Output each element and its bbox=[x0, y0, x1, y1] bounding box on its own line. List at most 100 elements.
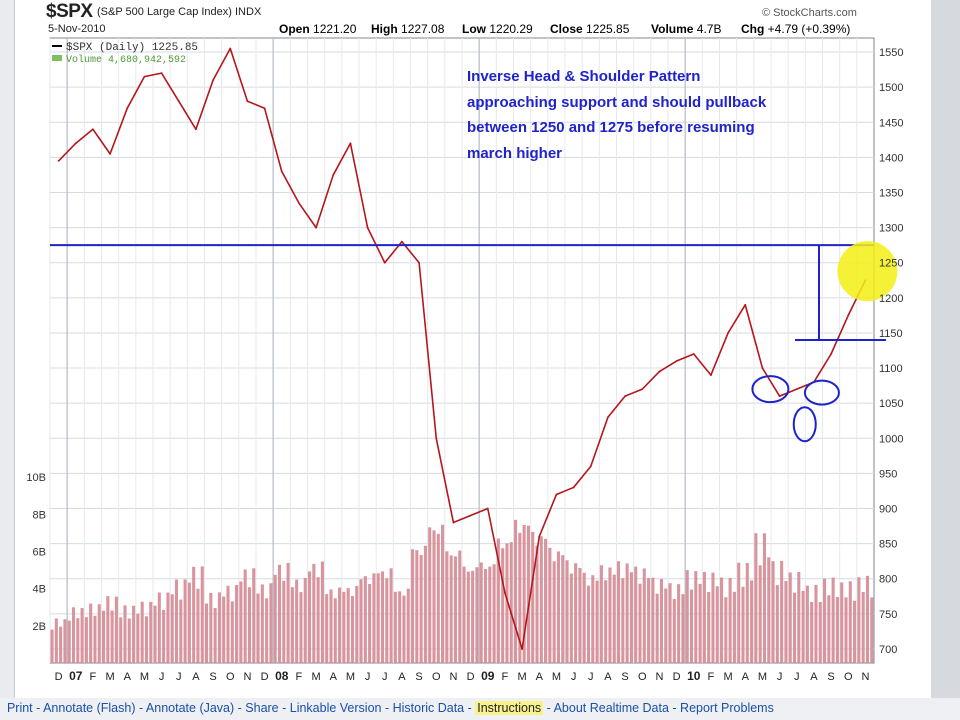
volume-bar bbox=[522, 524, 526, 663]
x-tick-label: A bbox=[124, 671, 132, 683]
pattern-annotation: Inverse Head & Shoulder Pattern approach… bbox=[467, 64, 847, 166]
x-tick-label: 07 bbox=[69, 669, 83, 683]
x-tick-label: A bbox=[536, 671, 544, 683]
volume-bar bbox=[312, 563, 316, 663]
volume-bar bbox=[179, 599, 183, 663]
price-point bbox=[607, 416, 609, 419]
footer-link[interactable]: Share bbox=[245, 701, 279, 715]
y-tick-label: 1300 bbox=[879, 223, 903, 235]
x-tick-label: D bbox=[261, 671, 269, 683]
volume-bars bbox=[50, 519, 874, 663]
price-point bbox=[418, 261, 420, 264]
volume-bar bbox=[685, 570, 689, 663]
footer-separator: - bbox=[464, 701, 476, 715]
target-highlight bbox=[837, 241, 898, 302]
footer-link[interactable]: Instructions bbox=[475, 701, 544, 715]
volume-bar bbox=[239, 581, 243, 663]
footer-link[interactable]: Historic Data bbox=[392, 701, 465, 715]
volume-bar bbox=[63, 619, 67, 663]
footer-link[interactable]: Print bbox=[6, 701, 33, 715]
volume-bar bbox=[342, 591, 346, 663]
volume-bar bbox=[402, 595, 406, 663]
volume-bar bbox=[376, 573, 380, 663]
footer-link[interactable]: Linkable Version bbox=[289, 701, 382, 715]
volume-bar bbox=[320, 561, 324, 663]
price-point bbox=[280, 170, 283, 173]
price-point bbox=[555, 493, 558, 496]
footer-link[interactable]: Annotate (Flash) bbox=[43, 701, 136, 715]
volume-bar bbox=[762, 533, 767, 663]
volume-bar bbox=[501, 548, 505, 663]
x-tick-label: A bbox=[330, 671, 338, 683]
volume-bar bbox=[419, 554, 423, 663]
volume-bar bbox=[97, 604, 101, 663]
price-point bbox=[658, 370, 661, 373]
volume-bar bbox=[526, 525, 530, 663]
volume-bar bbox=[767, 557, 771, 663]
volume-bar bbox=[707, 591, 711, 663]
volume-bar bbox=[458, 550, 462, 663]
price-line bbox=[58, 47, 867, 650]
chart-axes: 1550 1500 1450 1400 1350 1300 1250 1200 1150 1100… bbox=[26, 47, 903, 683]
volume-bar bbox=[273, 574, 277, 663]
volume-bar bbox=[840, 582, 844, 663]
footer-link[interactable]: Annotate (Java) bbox=[145, 701, 235, 715]
price-point bbox=[641, 388, 644, 391]
volume-bar bbox=[363, 576, 367, 663]
annotation-line-4: march higher bbox=[467, 144, 563, 162]
volume-bar bbox=[471, 570, 475, 663]
volume-bar bbox=[359, 579, 363, 663]
volume-bar bbox=[823, 578, 827, 663]
volume-bar bbox=[642, 568, 646, 663]
volume-legend-swatch bbox=[52, 55, 62, 61]
price-point bbox=[126, 107, 129, 110]
volume-bar bbox=[325, 594, 329, 663]
volume-bar bbox=[848, 581, 852, 663]
volume-bar bbox=[329, 589, 333, 663]
volume-bar bbox=[303, 577, 307, 663]
price-point bbox=[92, 128, 94, 131]
volume-bar bbox=[835, 597, 839, 663]
volume-bar bbox=[780, 560, 784, 663]
volume-bar bbox=[235, 584, 239, 663]
price-point bbox=[452, 521, 455, 524]
volume-bar bbox=[509, 542, 513, 663]
chart-date: 5-Nov-2010 bbox=[48, 23, 106, 35]
price-point bbox=[624, 395, 626, 398]
x-tick-label: S bbox=[415, 671, 422, 683]
volume-bar bbox=[595, 580, 599, 663]
chart-grid bbox=[49, 37, 875, 664]
volume-bar bbox=[831, 577, 835, 663]
volume-bar bbox=[720, 577, 724, 663]
symbol-title: $SPX bbox=[46, 1, 93, 22]
volume-bar bbox=[599, 565, 603, 663]
price-point bbox=[263, 107, 266, 110]
volume-bar bbox=[518, 532, 522, 663]
volume-bar bbox=[689, 589, 694, 663]
x-tick-label: O bbox=[432, 671, 441, 683]
volume-bar bbox=[205, 603, 209, 663]
annotation-line-1: Inverse Head & Shoulder Pattern bbox=[467, 68, 701, 85]
volume-bar bbox=[483, 568, 488, 663]
volume-bar bbox=[492, 564, 496, 663]
x-tick-label: J bbox=[365, 671, 371, 683]
volume-bar bbox=[308, 571, 312, 663]
x-tick-label: F bbox=[296, 671, 303, 683]
x-tick-label: O bbox=[638, 671, 647, 683]
y-tick-label: 1050 bbox=[879, 398, 903, 410]
y-tick-label: 1100 bbox=[879, 363, 903, 375]
volume-bar bbox=[732, 591, 736, 663]
footer-separator: - bbox=[32, 701, 44, 715]
x-tick-label: M bbox=[758, 671, 767, 683]
volume-bar bbox=[213, 607, 217, 663]
price-point bbox=[761, 367, 764, 369]
volume-bar bbox=[282, 580, 286, 663]
volume-bar bbox=[514, 519, 518, 663]
volume-bar bbox=[166, 592, 170, 663]
price-point bbox=[109, 152, 111, 155]
volume-bar bbox=[827, 595, 831, 663]
x-tick-label: N bbox=[655, 671, 663, 683]
footer-link[interactable]: Report Problems bbox=[680, 701, 774, 715]
footer-link[interactable]: About Realtime Data bbox=[553, 701, 669, 715]
x-tick-label: M bbox=[140, 671, 149, 683]
